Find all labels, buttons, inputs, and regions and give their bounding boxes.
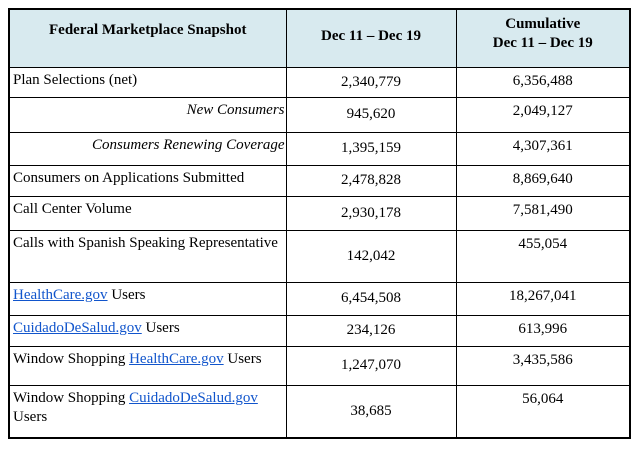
table-row-new-consumers: New Consumers 945,620 2,049,127 <box>8 96 631 133</box>
cumulative-value: 18,267,041 <box>455 281 631 316</box>
column-header-snapshot: Federal Marketplace Snapshot <box>8 8 287 68</box>
table-row-applications-submitted: Consumers on Applications Submitted 2,47… <box>8 164 631 197</box>
table-row-spanish-calls: Calls with Spanish Speaking Representati… <box>8 229 631 283</box>
cumulative-value: 56,064 <box>455 384 631 439</box>
row-label: New Consumers <box>8 96 287 133</box>
cumulative-value: 455,054 <box>455 229 631 283</box>
marketplace-snapshot-table-container: Federal Marketplace Snapshot Dec 11 – De… <box>8 8 631 439</box>
period-value: 234,126 <box>285 314 457 347</box>
period-value: 2,478,828 <box>285 164 457 197</box>
column-header-cumulative-line2: Dec 11 – Dec 19 <box>492 35 593 51</box>
period-value: 1,247,070 <box>285 345 457 386</box>
table-row-window-shopping-cuidadodesalud: Window Shopping CuidadoDeSalud.gov Users… <box>8 384 631 439</box>
period-value: 142,042 <box>285 229 457 283</box>
cumulative-value: 613,996 <box>455 314 631 347</box>
cumulative-value: 7,581,490 <box>455 195 631 231</box>
table-row-healthcare-users: HealthCare.gov Users 6,454,508 18,267,04… <box>8 281 631 316</box>
row-label: HealthCare.gov Users <box>8 281 287 316</box>
row-label-text: Window Shopping <box>13 350 130 367</box>
cuidadodesalud-gov-link[interactable]: CuidadoDeSalud.gov <box>13 319 142 336</box>
period-value: 2,930,178 <box>285 195 457 231</box>
cumulative-value: 8,869,640 <box>455 164 631 197</box>
period-value: 38,685 <box>285 384 457 439</box>
row-label-text: Window Shopping <box>13 389 130 406</box>
table-row-plan-selections: Plan Selections (net) 2,340,779 6,356,48… <box>8 66 631 98</box>
period-value: 6,454,508 <box>285 281 457 316</box>
table-row-window-shopping-healthcare: Window Shopping HealthCare.gov Users 1,2… <box>8 345 631 386</box>
row-label-text: Users <box>13 408 48 425</box>
period-value: 945,620 <box>285 96 457 133</box>
row-label: Window Shopping HealthCare.gov Users <box>8 345 287 386</box>
row-label-text: Users <box>141 319 180 336</box>
healthcare-gov-link[interactable]: HealthCare.gov <box>129 350 224 367</box>
cumulative-value: 6,356,488 <box>455 66 631 98</box>
healthcare-gov-link[interactable]: HealthCare.gov <box>13 286 108 303</box>
row-label: Plan Selections (net) <box>8 66 287 98</box>
row-label: Call Center Volume <box>8 195 287 231</box>
cumulative-value: 2,049,127 <box>455 96 631 133</box>
row-label: Consumers on Applications Submitted <box>8 164 287 197</box>
row-label: Calls with Spanish Speaking Representati… <box>8 229 287 283</box>
table-row-cuidadodesalud-users: CuidadoDeSalud.gov Users 234,126 613,996 <box>8 314 631 347</box>
period-value: 2,340,779 <box>285 66 457 98</box>
header-row: Federal Marketplace Snapshot Dec 11 – De… <box>8 8 631 68</box>
period-value: 1,395,159 <box>285 131 457 166</box>
row-label: Consumers Renewing Coverage <box>8 131 287 166</box>
column-header-period: Dec 11 – Dec 19 <box>285 8 457 68</box>
row-label: Window Shopping CuidadoDeSalud.gov Users <box>8 384 287 439</box>
table-row-consumers-renewing: Consumers Renewing Coverage 1,395,159 4,… <box>8 131 631 166</box>
cuidadodesalud-gov-link[interactable]: CuidadoDeSalud.gov <box>129 389 258 406</box>
row-label: CuidadoDeSalud.gov Users <box>8 314 287 347</box>
cumulative-value: 3,435,586 <box>455 345 631 386</box>
cumulative-value: 4,307,361 <box>455 131 631 166</box>
marketplace-snapshot-table: Federal Marketplace Snapshot Dec 11 – De… <box>8 8 631 439</box>
column-header-cumulative-line1: Cumulative <box>505 16 581 32</box>
row-label-text: Users <box>223 350 262 367</box>
row-label-text: Users <box>107 286 146 303</box>
column-header-cumulative: Cumulative Dec 11 – Dec 19 <box>455 8 631 68</box>
table-row-call-center-volume: Call Center Volume 2,930,178 7,581,490 <box>8 195 631 231</box>
